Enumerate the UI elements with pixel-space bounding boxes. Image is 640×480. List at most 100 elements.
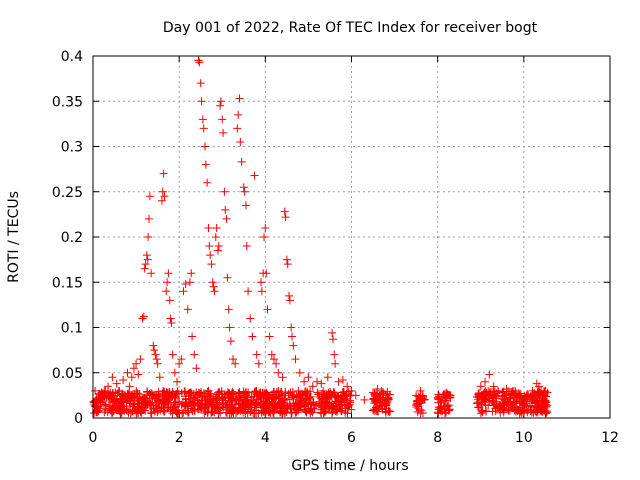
data-point [186,388,195,397]
data-point [218,402,227,411]
x-tick-label: 4 [261,430,270,446]
data-point [506,391,515,400]
x-tick-label: 10 [515,430,533,446]
data-point [229,409,238,418]
data-point [214,388,223,397]
data-point [168,350,177,359]
data-point [416,386,425,395]
data-point [263,305,272,314]
data-point [285,291,294,300]
data-point [210,287,219,296]
data-point [269,409,278,418]
data-point [145,214,154,223]
data-point [108,373,117,382]
data-point [190,405,199,414]
data-point [244,287,253,296]
data-point [223,388,232,397]
data-point [229,389,238,398]
data-point [175,359,184,368]
data-point [220,187,229,196]
data-point [166,314,175,323]
data-point [484,392,493,401]
data-point [183,408,192,417]
data-point [140,264,149,273]
data-point [181,280,190,289]
data-point [511,386,520,395]
data-point [270,393,279,402]
data-point [167,398,176,407]
y-tick-label: 0.25 [52,185,83,201]
data-point [213,246,222,255]
data-point [127,393,136,402]
data-point [308,382,317,391]
data-point [240,405,249,414]
data-point [218,115,227,124]
data-point [175,409,184,418]
data-point [123,407,132,416]
data-point [272,359,281,368]
data-point [340,395,349,404]
data-point [313,377,322,386]
data-point [215,389,224,398]
data-point [158,187,167,196]
data-point [246,314,255,323]
data-point [196,79,205,88]
data-point [211,233,220,241]
data-point [265,332,274,341]
data-point [112,379,121,388]
data-point [376,390,385,399]
data-point [375,392,384,401]
x-tick-labels: 0 2 4 6 8 10 12 [89,430,619,446]
data-point [203,387,212,396]
data-point [293,392,302,401]
data-point [206,251,215,260]
y-tick-label: 0.1 [61,321,83,337]
data-point [162,393,171,402]
data-point [201,142,210,151]
data-point [493,386,502,395]
data-point [237,399,246,408]
data-point [257,278,266,287]
data-point [179,287,188,296]
data-point [330,350,339,359]
data-point [141,260,150,269]
data-point [442,388,451,397]
data-point [313,388,322,397]
data-point [239,183,248,192]
data-point [199,124,208,133]
data-point [287,323,296,332]
data-point [161,400,170,409]
data-point [278,398,287,407]
y-tick-label: 0.35 [52,94,83,110]
data-point [337,407,346,416]
data-point [519,401,528,410]
data-point [241,201,250,210]
data-point [502,385,511,394]
data-point [219,128,228,137]
data-point [280,207,289,216]
y-tick-label: 0.2 [61,230,83,246]
data-point [167,391,176,400]
data-point [164,269,173,278]
data-point [446,391,455,400]
data-point [132,359,141,368]
data-point [512,396,521,405]
data-point [158,389,167,398]
data-point [207,260,216,269]
x-tick-label: 2 [175,430,184,446]
data-point [235,388,244,397]
data-point [305,393,314,402]
data-point [278,408,287,417]
data-point [445,406,454,415]
data-point [370,390,379,399]
data-point [90,409,99,418]
data-point [104,392,113,401]
data-point [258,390,267,399]
data-point [164,403,173,412]
x-axis-label: GPS time / hours [291,458,408,474]
data-point [532,403,541,412]
data-points [89,56,552,418]
data-point [110,395,119,404]
data-point [190,350,199,359]
